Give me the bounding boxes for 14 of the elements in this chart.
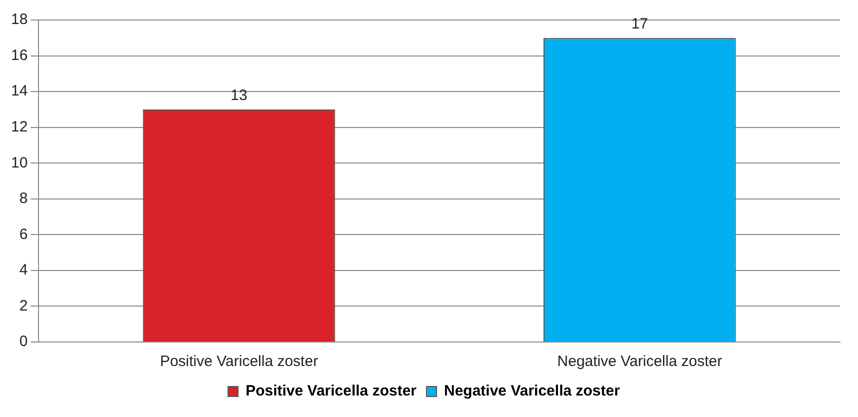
legend-label: Negative Varicella zoster <box>444 382 620 400</box>
data-label: 17 <box>631 16 648 33</box>
y-tick-label: 0 <box>19 333 28 350</box>
y-tick-label: 6 <box>19 226 28 243</box>
y-tick-label: 8 <box>19 190 28 208</box>
legend-label: Positive Varicella zoster <box>246 382 417 400</box>
y-tick-label: 16 <box>10 46 28 64</box>
y-tick-label: 10 <box>10 154 28 172</box>
y-tick-label: 2 <box>19 297 28 314</box>
y-tick-label: 18 <box>10 11 28 28</box>
y-tick-label: 12 <box>10 118 28 136</box>
y-tick-label: 4 <box>19 262 28 279</box>
data-label: 13 <box>230 87 248 104</box>
y-tick-label: 14 <box>10 82 28 100</box>
